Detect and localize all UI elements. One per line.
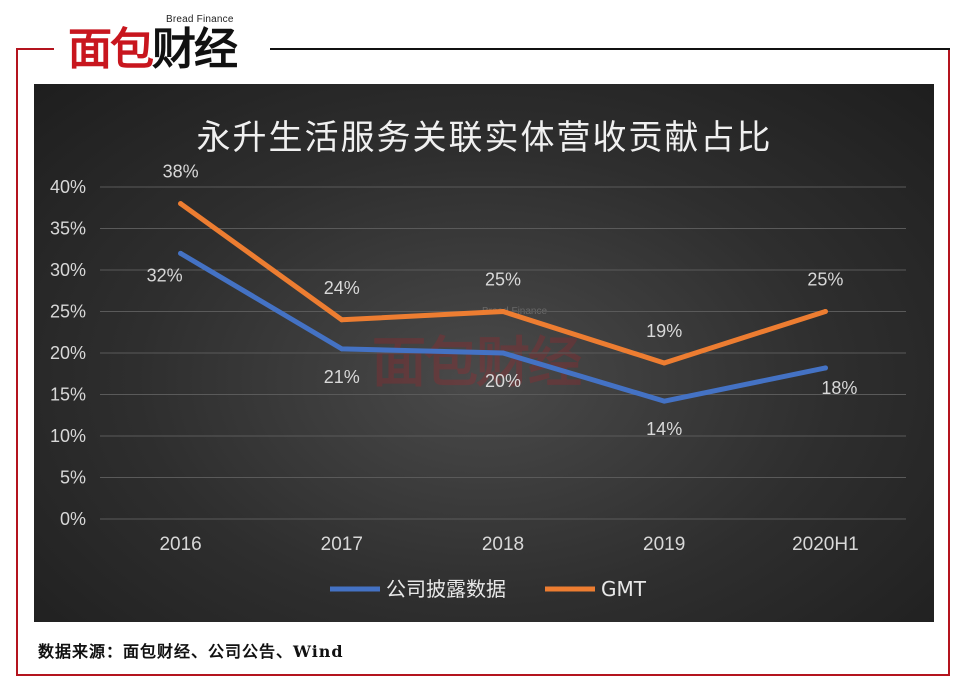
data-point — [500, 350, 506, 356]
header-rule — [270, 48, 950, 50]
y-tick-label: 30% — [50, 260, 86, 280]
data-label-company: 18% — [821, 378, 857, 398]
logo-wordmark: 面包财经 — [68, 24, 238, 75]
data-point — [339, 346, 345, 352]
data-label-company: 32% — [147, 265, 183, 285]
data-point — [178, 250, 184, 256]
logo-wordmark-dark: 财经 — [152, 24, 238, 75]
y-tick-label: 15% — [50, 385, 86, 405]
data-point — [339, 317, 345, 323]
data-label-gmt: 19% — [646, 321, 682, 341]
data-point — [178, 201, 184, 207]
x-tick-label: 2019 — [643, 534, 685, 555]
series-layer — [178, 201, 828, 404]
legend-label-company: 公司披露数据 — [386, 577, 506, 601]
data-label-gmt: 25% — [807, 270, 843, 290]
x-tick-label: 2020H1 — [792, 534, 859, 555]
legend-label-gmt: GMT — [601, 577, 647, 601]
data-label-company: 20% — [485, 371, 521, 391]
brand-logo: Bread Finance 面包财经 — [54, 8, 270, 80]
data-point — [661, 360, 667, 366]
x-axis-ticks: 2016 2017 2018 2019 2020H1 — [159, 534, 858, 555]
x-tick-label: 2018 — [482, 534, 524, 555]
data-label-gmt: 24% — [324, 278, 360, 298]
data-point — [822, 365, 828, 371]
y-tick-label: 40% — [50, 177, 86, 197]
logo-wordmark-red: 面包 — [68, 24, 154, 75]
logo-subtitle: Bread Finance — [166, 14, 234, 25]
legend: 公司披露数据 GMT — [330, 577, 647, 601]
data-point — [500, 309, 506, 314]
y-tick-label: 0% — [60, 509, 86, 529]
data-label-company: 14% — [646, 419, 682, 439]
y-tick-label: 25% — [50, 302, 86, 322]
y-tick-label: 10% — [50, 426, 86, 446]
x-tick-label: 2017 — [321, 534, 363, 555]
data-point — [822, 309, 828, 314]
data-labels: 32% 21% 20% 14% 18% 38% 24% 25% 19% 25% — [147, 162, 858, 440]
source-note: 数据来源：面包财经、公司公告、Wind — [38, 642, 344, 661]
chart-title: 永升生活服务关联实体营收贡献占比 — [196, 118, 773, 158]
y-tick-label: 5% — [60, 468, 86, 488]
y-axis-ticks: 0% 5% 10% 15% 20% 25% 30% 35% 40% — [50, 177, 86, 529]
data-label-company: 21% — [324, 367, 360, 387]
y-tick-label: 35% — [50, 219, 86, 239]
x-tick-label: 2016 — [159, 534, 201, 555]
data-label-gmt: 38% — [163, 162, 199, 182]
data-point — [661, 398, 667, 404]
y-tick-label: 20% — [50, 343, 86, 363]
data-label-gmt: 25% — [485, 270, 521, 290]
